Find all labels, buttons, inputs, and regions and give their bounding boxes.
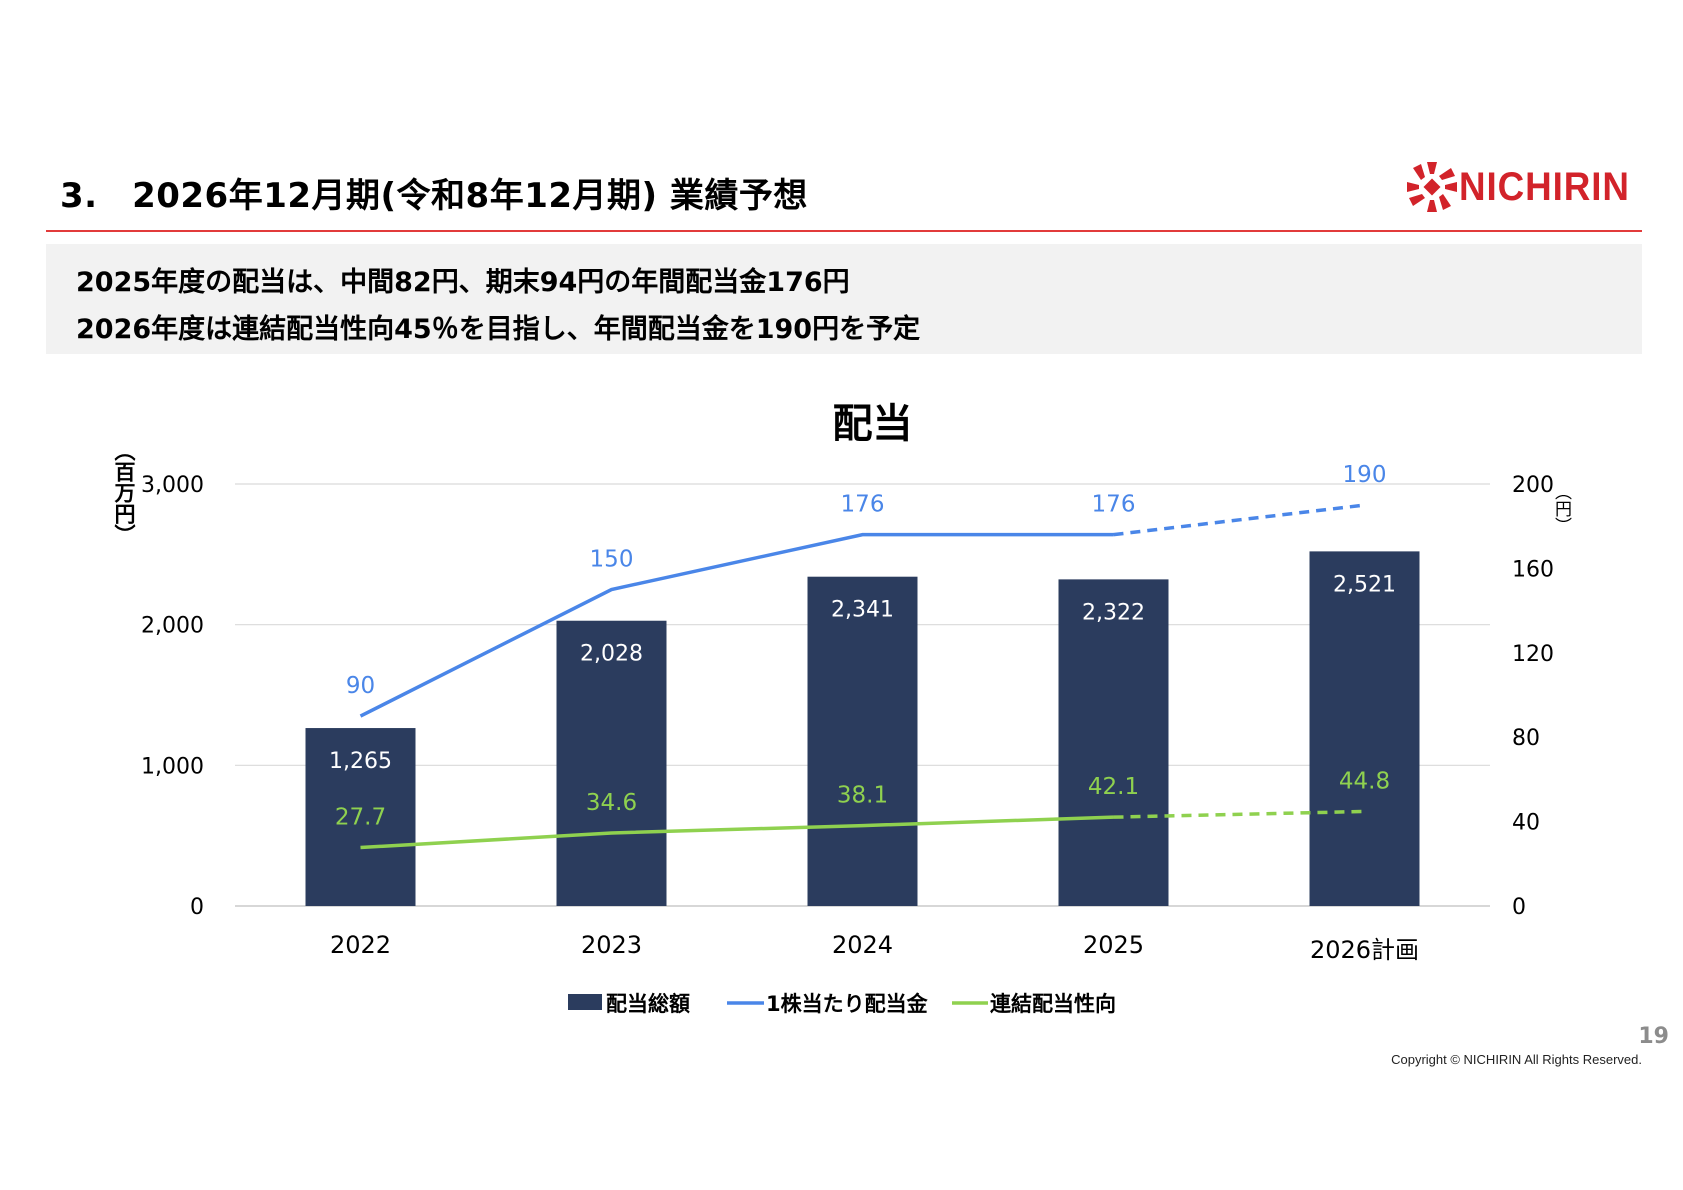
x-tick-label: 2023: [581, 931, 642, 959]
logo-text: NICHIRIN: [1459, 164, 1630, 209]
dps-value-label: 190: [1343, 462, 1387, 488]
x-tick-label: 2025: [1083, 931, 1144, 959]
payout-value-label: 27.7: [335, 805, 386, 831]
x-tick-label: 2026計画: [1310, 936, 1419, 964]
y2-tick-label: 120: [1512, 642, 1554, 667]
bar: [1309, 551, 1420, 906]
summary-line-2: 2026年度は連結配当性向45％を目指し、年間配当金を190円を予定: [76, 314, 921, 345]
payout-value-label: 34.6: [586, 790, 637, 816]
y2-tick-label: 80: [1512, 726, 1540, 751]
payout-value-label: 42.1: [1088, 774, 1139, 800]
y-tick-label: 2,000: [141, 614, 204, 639]
y2-tick-label: 200: [1512, 473, 1554, 498]
legend-label: 配当総額: [606, 992, 690, 1016]
bar-value-label: 2,341: [831, 598, 894, 623]
logo-mark-icon: [1407, 162, 1457, 212]
y-tick-label: 0: [190, 895, 204, 920]
dps-value-label: 176: [1092, 492, 1136, 518]
header-divider: [46, 230, 1642, 232]
bar: [305, 728, 416, 906]
summary-line-1: 2025年度の配当は、中間82円、期末94円の年間配当金176円: [76, 267, 850, 298]
payout-value-label: 38.1: [837, 783, 888, 809]
bar: [1058, 579, 1169, 906]
dps-value-label: 150: [590, 547, 634, 573]
company-logo: NICHIRIN: [1405, 160, 1645, 214]
y-tick-label: 3,000: [141, 473, 204, 498]
y-tick-label: 1,000: [141, 754, 204, 779]
payout-forecast-line: [1113, 809, 1365, 819]
bar-value-label: 2,322: [1082, 600, 1145, 625]
copyright-text: Copyright © NICHIRIN All Rights Reserved…: [1391, 1052, 1642, 1067]
chart-title: 配当: [833, 401, 913, 447]
bar-value-label: 2,028: [580, 642, 643, 667]
x-tick-label: 2024: [832, 931, 893, 959]
y-axis-label: （百万円）: [112, 440, 137, 545]
legend-label: 連結配当性向: [990, 992, 1116, 1016]
summary-box: 2025年度の配当は、中間82円、期末94円の年間配当金176円 2026年度は…: [46, 244, 1642, 354]
dividend-chart: 配当 0 1,000 2,000 3,000 0 40 80 120 160 200 （百万円） （円）…: [112, 401, 1572, 1016]
payout-line: [360, 815, 1114, 850]
y2-tick-label: 0: [1512, 895, 1526, 920]
dps-line: [359, 532, 1114, 718]
bar: [807, 576, 918, 906]
x-tick-label: 2022: [330, 931, 391, 959]
bar-value-label: 2,521: [1333, 572, 1396, 597]
dps-value-label: 176: [841, 492, 885, 518]
bar: [556, 620, 667, 906]
dps-value-label: 90: [346, 673, 375, 699]
page-number: 19: [1638, 1024, 1669, 1049]
legend-swatch-bar: [568, 994, 602, 1010]
y2-axis-label: （円）: [1551, 483, 1572, 534]
bar-value-label: 1,265: [329, 749, 392, 774]
page-title: 3. 2026年12月期(令和8年12月期) 業績予想: [60, 176, 808, 216]
dps-forecast-line: [1113, 503, 1365, 537]
y2-tick-label: 40: [1512, 811, 1540, 836]
y2-tick-label: 160: [1512, 557, 1554, 582]
payout-value-label: 44.8: [1339, 768, 1390, 794]
legend-label: 1株当たり配当金: [766, 992, 929, 1016]
